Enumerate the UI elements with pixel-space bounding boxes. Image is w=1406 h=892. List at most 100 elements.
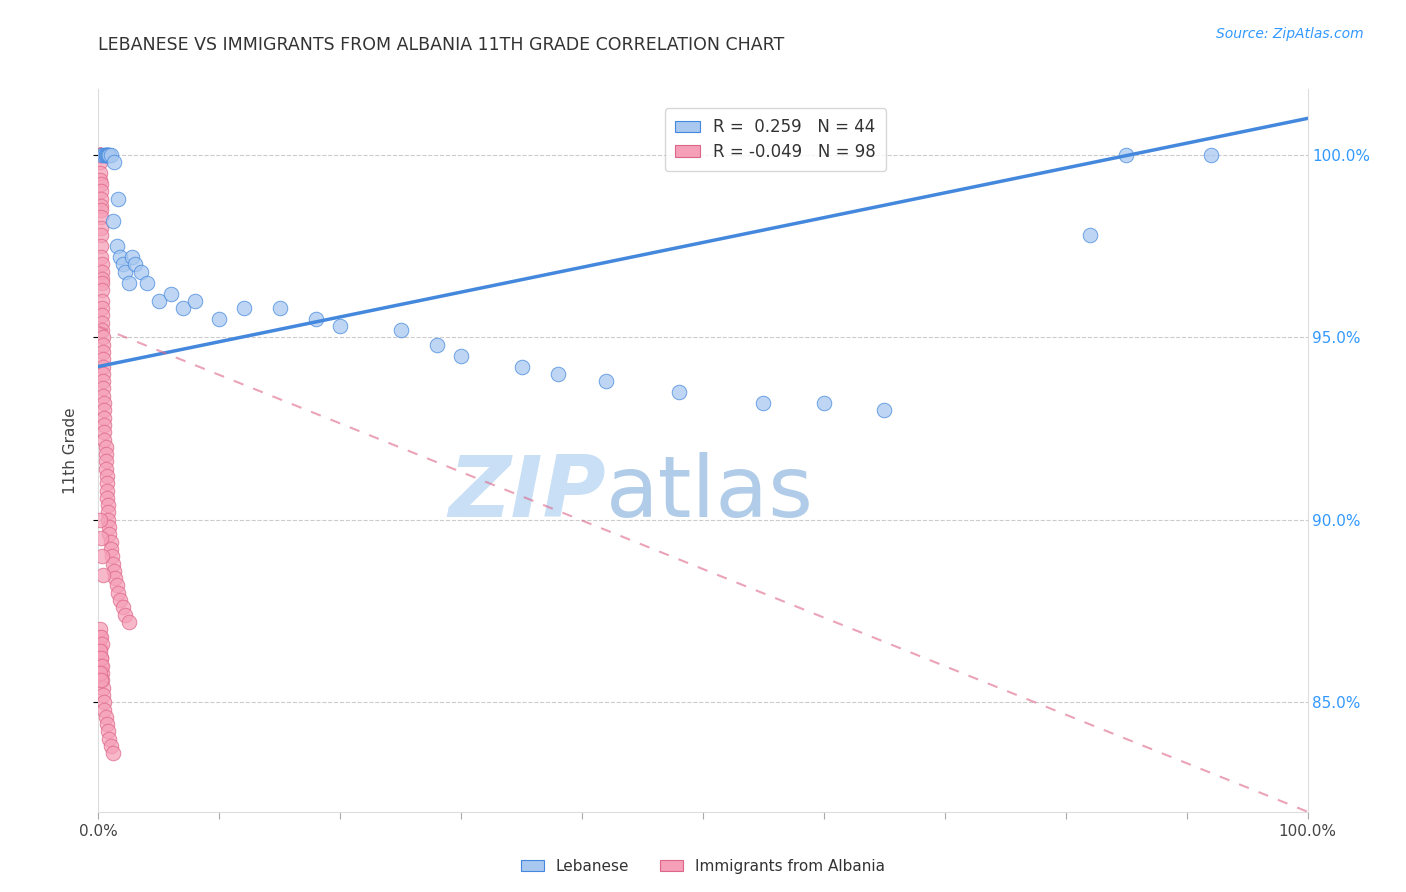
Text: Source: ZipAtlas.com: Source: ZipAtlas.com [1216,27,1364,41]
Point [450,349,472,363]
Point [93,433,115,447]
Point [426,337,449,351]
Text: LEBANESE VS IMMIGRANTS FROM ALBANIA 11TH GRADE CORRELATION CHART: LEBANESE VS IMMIGRANTS FROM ALBANIA 11TH… [98,36,785,54]
Point [668,385,690,400]
Point [100,541,122,556]
Point [101,213,124,227]
Point [121,250,143,264]
Point [90,199,112,213]
Point [93,417,115,432]
Point [90,658,112,673]
Point [96,491,118,505]
Point [97,498,120,512]
Point [96,717,118,731]
Point [89,148,111,162]
Point [873,403,896,417]
Point [94,447,117,461]
Point [91,688,114,702]
Point [89,622,111,636]
Point [97,506,120,520]
Point [94,148,117,162]
Point [90,185,112,199]
Point [94,148,117,162]
Legend: Lebanese, Immigrants from Albania: Lebanese, Immigrants from Albania [515,853,891,880]
Point [752,396,775,410]
Point [172,301,194,315]
Point [94,461,117,475]
Point [93,396,115,410]
Point [269,301,291,315]
Point [1115,148,1137,162]
Point [93,702,115,716]
Point [97,148,120,162]
Point [91,637,114,651]
Point [91,367,114,381]
Point [107,192,129,206]
Point [89,666,111,681]
Point [101,557,124,571]
Point [389,323,412,337]
Point [90,651,112,665]
Point [91,265,114,279]
Point [90,192,112,206]
Point [90,239,112,253]
Point [98,731,121,746]
Point [96,469,118,483]
Point [90,630,112,644]
Point [107,586,129,600]
Point [103,564,125,578]
Point [105,578,128,592]
Point [91,389,114,403]
Point [91,352,114,367]
Point [93,425,115,440]
Point [329,319,352,334]
Point [105,239,128,253]
Point [97,724,120,739]
Point [93,148,115,162]
Point [89,644,111,658]
Point [118,276,141,290]
Point [108,593,131,607]
Point [91,337,114,351]
Point [91,374,114,388]
Point [90,651,112,665]
Point [114,265,136,279]
Point [90,220,112,235]
Point [90,531,112,545]
Point [91,283,114,297]
Point [90,673,112,688]
Point [91,673,114,688]
Point [94,440,117,454]
Point [91,148,114,162]
Point [91,549,114,564]
Point [208,312,231,326]
Point [108,250,131,264]
Point [91,345,114,359]
Point [89,148,111,162]
Point [97,148,120,162]
Point [510,359,533,374]
Point [89,148,111,162]
Point [111,257,134,271]
Point [1199,148,1222,162]
Point [98,520,121,534]
Point [160,286,183,301]
Point [89,630,111,644]
Point [103,155,125,169]
Point [91,301,114,315]
Point [91,309,114,323]
Point [91,658,114,673]
Point [89,173,111,187]
Point [91,257,114,271]
Point [91,381,114,395]
Point [100,739,122,753]
Point [89,155,111,169]
Y-axis label: 11th Grade: 11th Grade [63,407,77,494]
Point [148,293,170,308]
Point [135,276,157,290]
Point [90,250,112,264]
Point [89,148,111,162]
Point [89,148,111,162]
Point [91,293,114,308]
Point [305,312,328,326]
